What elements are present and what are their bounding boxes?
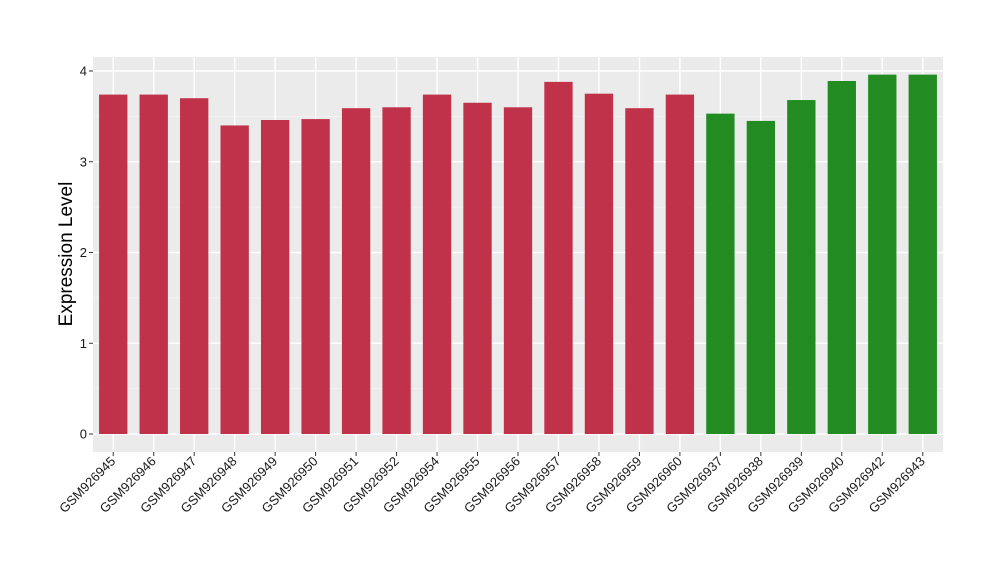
bar xyxy=(827,80,856,435)
bar xyxy=(625,108,654,435)
bar xyxy=(422,94,452,434)
bar xyxy=(665,94,695,434)
bar xyxy=(180,98,209,434)
y-tick-label: 1 xyxy=(80,336,87,351)
bar xyxy=(544,81,573,434)
bar xyxy=(908,74,937,434)
bar xyxy=(341,108,371,435)
y-tick-label: 2 xyxy=(80,245,87,260)
bar xyxy=(260,120,290,434)
bar xyxy=(787,100,816,434)
y-axis-title: Expression Level xyxy=(56,182,77,327)
bar xyxy=(503,107,533,435)
x-axis: GSM926945GSM926946GSM926947GSM926948GSM9… xyxy=(56,452,928,516)
bar xyxy=(382,107,411,435)
bars xyxy=(99,74,937,435)
bar xyxy=(868,74,897,434)
bar xyxy=(99,94,128,434)
bar xyxy=(139,94,168,434)
bar xyxy=(584,93,614,434)
y-tick-label: 3 xyxy=(80,154,87,169)
bar xyxy=(706,113,735,434)
bar xyxy=(746,120,776,434)
bar xyxy=(301,119,330,434)
y-tick-label: 0 xyxy=(80,427,87,442)
bar xyxy=(220,125,249,434)
bar xyxy=(463,102,492,434)
y-axis: 0 1 2 3 4 xyxy=(80,64,93,442)
y-tick-label: 4 xyxy=(80,64,87,79)
